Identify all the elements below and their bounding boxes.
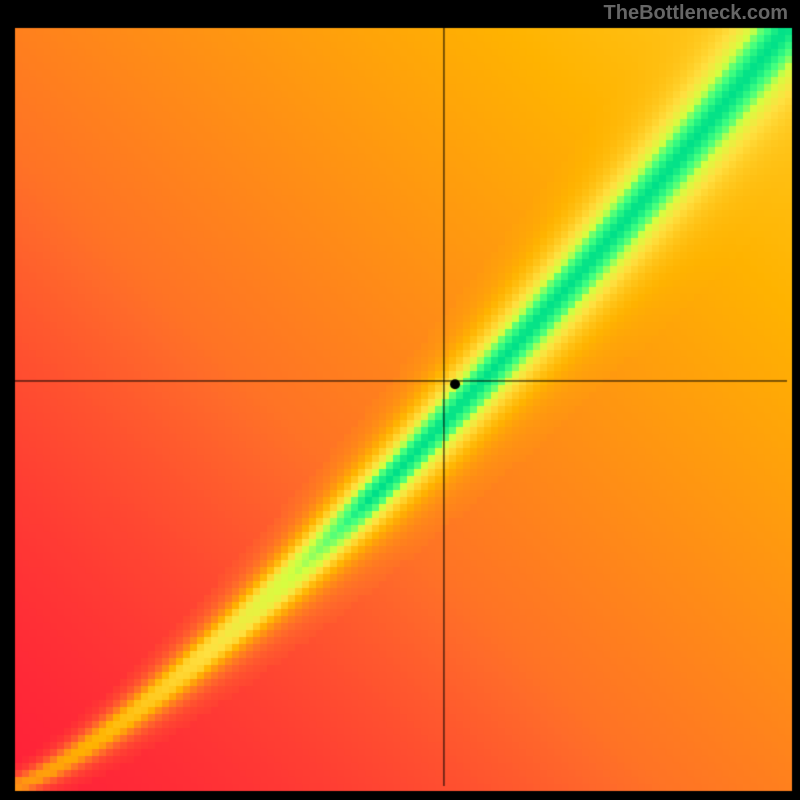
watermark-text: TheBottleneck.com [604, 2, 788, 25]
bottleneck-heatmap [0, 0, 800, 800]
chart-container: TheBottleneck.com [0, 0, 800, 800]
